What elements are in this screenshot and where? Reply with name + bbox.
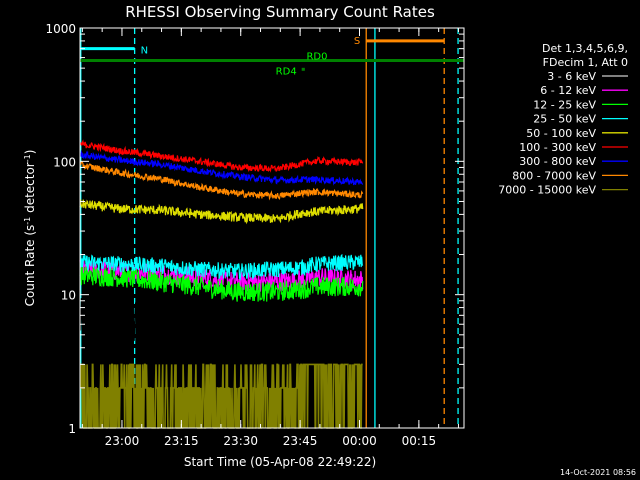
y-axis-label-part1: Count Rate (s (23, 225, 37, 307)
series-line-4 (79, 199, 364, 225)
plot-frame (79, 27, 465, 429)
legend-label-3: 25 - 50 keV (533, 113, 596, 126)
x-tick-label-4: 00:00 (342, 434, 377, 448)
y-axis: 1 10 100 1000 (45, 22, 464, 436)
legend-label-6: 300 - 800 keV (519, 155, 596, 168)
bar-label-n: N (141, 46, 148, 57)
x-tick-label-5: 00:15 (402, 434, 437, 448)
y-tick-label-0: 1 (68, 422, 76, 436)
legend-label-7: 800 - 7000 keV (512, 169, 596, 182)
plot-area: N S RD0 RD4 (79, 28, 464, 429)
bar-label-s: S (354, 36, 360, 47)
x-tick-label-0: 23:00 (105, 434, 140, 448)
y-axis-label-sup1: -1 (23, 217, 32, 225)
series-line-7 (79, 160, 364, 201)
legend-label-4: 50 - 100 keV (526, 127, 596, 140)
legend-label-2: 12 - 25 keV (533, 98, 596, 111)
footer-timestamp: 14-Oct-2021 08:56 (560, 468, 636, 477)
x-tick-label-1: 23:15 (164, 434, 199, 448)
y-tick-label-1: 10 (61, 289, 76, 303)
legend: Det 1,3,4,5,6,9, FDecim 1, Att 0 3 - 6 k… (498, 42, 628, 197)
legend-header-decimation: FDecim 1, Att 0 (543, 56, 628, 69)
bar-label-rd0: RD0 (306, 52, 327, 63)
y-axis-label-part2: detector (23, 162, 37, 217)
chart-title: RHESSI Observing Summary Count Rates (125, 3, 435, 21)
legend-label-0: 3 - 6 keV (547, 70, 596, 83)
y-axis-label: Count Rate (s-1 detector-1) (23, 150, 38, 307)
x-axis: 23:00 23:15 23:30 23:45 00:00 00:15 (81, 28, 459, 448)
series-line-6 (79, 149, 364, 186)
legend-header-detectors: Det 1,3,4,5,6,9, (542, 42, 628, 55)
legend-label-5: 100 - 300 keV (519, 141, 596, 154)
bar-label-rd4: RD4 (276, 66, 297, 77)
legend-label-8: 7000 - 15000 keV (498, 184, 596, 197)
x-tick-label-3: 23:45 (283, 434, 318, 448)
y-tick-label-2: 100 (53, 155, 76, 169)
series-line-0 (79, 293, 364, 349)
series-line-5 (79, 139, 364, 173)
x-tick-label-2: 23:30 (223, 434, 258, 448)
legend-label-1: 6 - 12 keV (540, 84, 596, 97)
y-tick-label-3: 1000 (45, 22, 76, 36)
x-axis-label: Start Time (05-Apr-08 22:49:22) (184, 455, 376, 469)
y-axis-label-sup2: -1 (23, 154, 32, 162)
y-axis-label-part3: ) (23, 150, 37, 155)
series-line-3 (79, 253, 364, 281)
series-line-2 (79, 265, 364, 302)
